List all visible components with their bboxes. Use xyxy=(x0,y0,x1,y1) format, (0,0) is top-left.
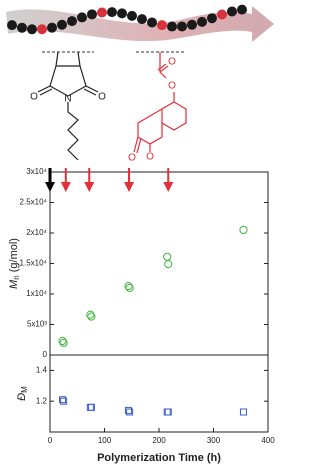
y-axis-label-main: Đ xyxy=(16,393,28,401)
point xyxy=(124,406,132,414)
y-axis-label-unit: (g/mol) xyxy=(8,238,20,275)
arrow-head xyxy=(45,182,55,192)
point xyxy=(59,396,67,404)
y-tick-label: 1x10⁴ xyxy=(26,289,47,298)
polymer-chain xyxy=(7,4,247,35)
y-axis-label: ĐM xyxy=(16,386,29,401)
atom-label: O xyxy=(146,152,154,163)
bead xyxy=(197,16,207,27)
bead-red xyxy=(37,24,47,35)
bead xyxy=(107,7,117,18)
y-axis-label-main: M xyxy=(8,279,20,289)
bead xyxy=(127,10,137,21)
y-tick-label: 3x10⁴ xyxy=(26,167,47,176)
point xyxy=(239,408,247,416)
bead xyxy=(67,16,77,27)
maleimide xyxy=(37,51,99,161)
x-axis-label: Polymerization Time (h) xyxy=(97,452,221,464)
x-tick-label: 300 xyxy=(207,436,221,445)
y-tick-label: 1.4 xyxy=(36,366,48,375)
chart: 0 5x10³ 1x10⁴ 1.5x10⁴ 2x10⁴ 2.5x10⁴ 3x10⁴ Mn (g… xyxy=(8,167,275,464)
y-axis-label-sub: M xyxy=(20,386,29,393)
bead-red xyxy=(157,20,167,31)
arrow-head xyxy=(60,182,71,192)
bead xyxy=(137,14,147,25)
atom-label: N xyxy=(64,94,71,105)
illustration: O N O O O O O xyxy=(6,4,274,164)
bead xyxy=(47,22,57,33)
point xyxy=(164,260,173,269)
point xyxy=(87,403,95,411)
point xyxy=(58,336,67,346)
atom-label: O xyxy=(168,57,176,68)
bead xyxy=(17,22,27,33)
y-axis-label-sub: n xyxy=(12,275,21,279)
atom-label: O xyxy=(128,153,136,164)
point xyxy=(164,408,172,416)
point xyxy=(239,225,248,235)
chain-band xyxy=(6,6,274,42)
y-tick-label: 0 xyxy=(43,350,48,359)
x-tick-label: 100 xyxy=(98,436,112,445)
bead xyxy=(177,21,187,32)
bead xyxy=(77,12,87,23)
y-tick-label: 1.5x10⁴ xyxy=(20,259,48,268)
y-tick-label: 1.2 xyxy=(36,396,48,405)
coumarin xyxy=(133,52,187,154)
point xyxy=(60,397,68,405)
bead xyxy=(237,4,247,15)
bead xyxy=(27,24,37,35)
point xyxy=(87,312,96,321)
arrow-head xyxy=(84,182,95,192)
atom-label: O xyxy=(30,92,38,103)
atom-label: O xyxy=(98,92,106,103)
bead-red xyxy=(217,9,227,20)
bead-red xyxy=(97,7,107,18)
arrow-head xyxy=(124,182,135,192)
point xyxy=(86,310,95,319)
point xyxy=(124,281,133,291)
x-tick-label: 400 xyxy=(261,436,275,445)
point xyxy=(59,338,68,347)
point xyxy=(163,252,172,261)
point xyxy=(126,408,134,416)
y-axis-label: Mn (g/mol) xyxy=(8,238,21,289)
bead xyxy=(87,9,97,20)
bead xyxy=(7,20,17,31)
bead xyxy=(207,13,217,24)
x-tick-label: 200 xyxy=(152,436,166,445)
y-tick-label: 2x10⁴ xyxy=(26,228,47,237)
bead xyxy=(187,19,197,30)
y-tick-label: 2.5x10⁴ xyxy=(20,198,48,207)
atom-label: O xyxy=(168,81,176,92)
bead xyxy=(57,19,67,30)
plot-frame xyxy=(49,171,269,433)
arrow-head xyxy=(163,182,174,192)
x-tick-label: 0 xyxy=(48,436,53,445)
figure: O N O O O O O 0 5x10³ 1x10⁴ 1.5x10⁴ 2x10⁴ 2.5… xyxy=(6,4,275,464)
bead xyxy=(147,17,157,28)
bead xyxy=(227,6,237,17)
point xyxy=(125,283,134,292)
bead xyxy=(117,8,127,19)
bead xyxy=(167,21,177,32)
y-tick-label: 5x10³ xyxy=(27,320,47,329)
